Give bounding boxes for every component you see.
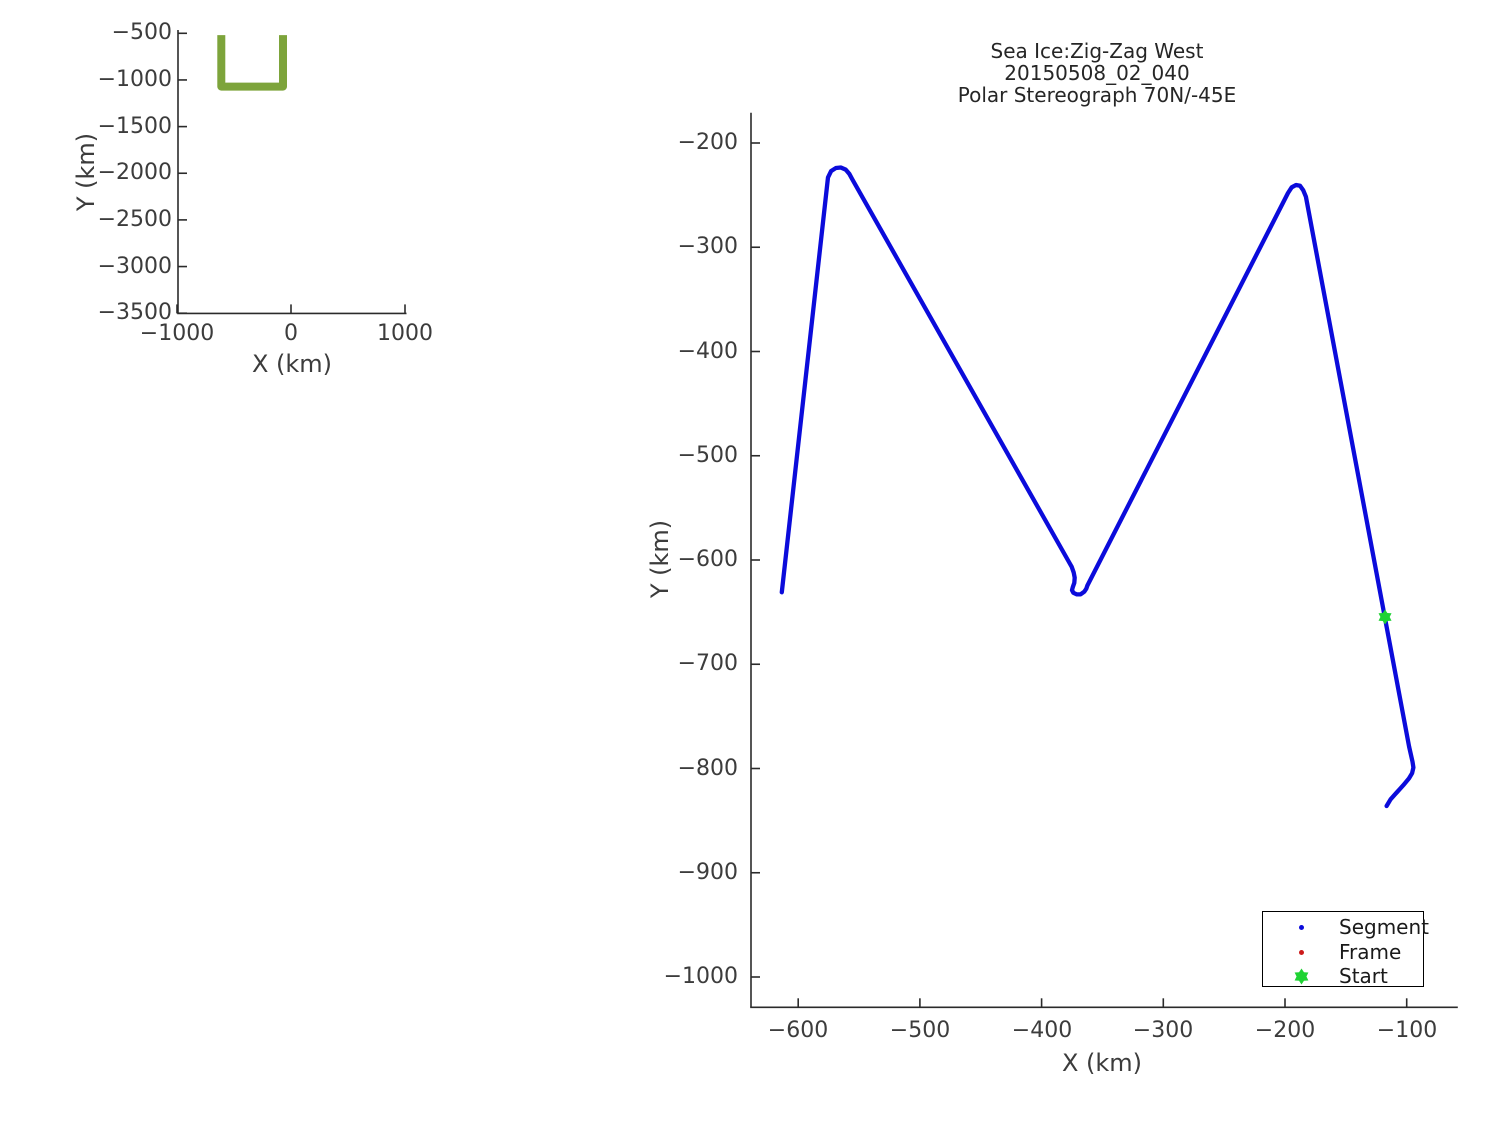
main-y-axis-label: Y (km) — [646, 519, 674, 599]
main-y-tick: −500 — [677, 443, 738, 468]
main-y-tick: −900 — [677, 860, 738, 885]
legend-label: Frame — [1339, 940, 1402, 964]
frame-dot-icon — [1291, 940, 1311, 965]
main-plot-title: Sea Ice:Zig-Zag West 20150508_02_040 Pol… — [847, 40, 1347, 106]
main-y-tick: −1000 — [663, 964, 738, 989]
start-star-icon — [1291, 964, 1311, 989]
title-line-3: Polar Stereograph 70N/-45E — [957, 83, 1237, 107]
title-line-2: 20150508_02_040 — [1004, 61, 1190, 85]
overview-y-tick: −500 — [111, 20, 172, 45]
title-line-1: Sea Ice:Zig-Zag West — [990, 39, 1204, 63]
legend-label: Start — [1339, 964, 1388, 988]
main-x-tick: −100 — [1376, 1018, 1438, 1043]
main-x-tick: −600 — [767, 1018, 829, 1043]
legend-item-frame: Frame — [1263, 940, 1423, 965]
main-x-tick: −200 — [1254, 1018, 1316, 1043]
main-y-tick: −200 — [677, 130, 738, 155]
overview-y-tick: −2000 — [97, 160, 172, 185]
overview-x-axis-label: X (km) — [251, 350, 333, 378]
main-y-tick: −800 — [677, 756, 738, 781]
overview-x-tick: −1000 — [139, 321, 215, 346]
legend-item-segment: Segment — [1263, 915, 1429, 940]
main-x-tick: −400 — [1011, 1018, 1073, 1043]
overview-y-tick: −1000 — [97, 67, 172, 92]
segment-dot-icon — [1291, 915, 1311, 940]
main-x-axis-label: X (km) — [1061, 1049, 1143, 1077]
main-y-tick: −300 — [677, 234, 738, 259]
main-x-tick: −300 — [1132, 1018, 1194, 1043]
main-y-tick: −700 — [677, 651, 738, 676]
overview-y-tick: −3000 — [97, 254, 172, 279]
overview-y-tick: −2500 — [97, 207, 172, 232]
overview-x-tick: 1000 — [377, 321, 433, 346]
main-x-tick: −500 — [889, 1018, 951, 1043]
main-y-tick: −400 — [677, 339, 738, 364]
main-y-tick: −600 — [677, 547, 738, 572]
overview-y-tick: −3500 — [97, 300, 172, 325]
overview-y-axis-label: Y (km) — [72, 132, 100, 212]
legend-item-start: Start — [1263, 964, 1423, 989]
legend: Segment Frame Start — [1262, 911, 1429, 989]
overview-y-tick: −1500 — [97, 114, 172, 139]
legend-label: Segment — [1339, 915, 1429, 939]
overview-x-tick: 0 — [284, 321, 298, 346]
